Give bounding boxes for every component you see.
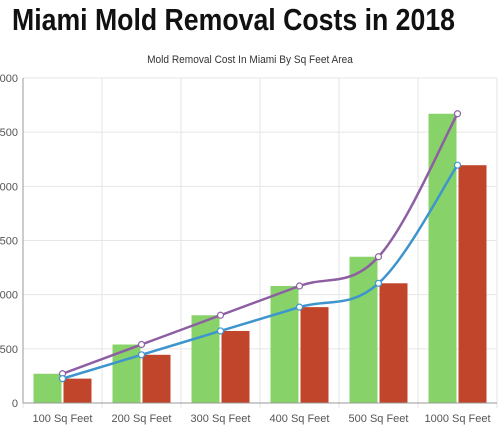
line-purple — [62, 113, 459, 375]
y-tick-label: 1000 — [0, 290, 18, 302]
point-purple-1 — [137, 340, 146, 349]
y-tick-label: 1500 — [0, 236, 18, 248]
y-tick-label: 3000 — [0, 73, 18, 85]
bar-red-3 — [300, 307, 329, 403]
bars-layer — [33, 113, 487, 403]
point-purple-4 — [374, 253, 383, 261]
bar-red-1 — [142, 354, 171, 403]
x-tick-label: 400 Sq Feet — [270, 413, 330, 425]
x-tick-label: 100 Sq Feet — [33, 413, 93, 425]
bar-red-2 — [221, 330, 250, 403]
x-tick-label: 500 Sq Feet — [349, 413, 409, 425]
x-tick-label: 200 Sq Feet — [112, 413, 172, 425]
bar-green-5 — [428, 113, 457, 403]
bar-red-4 — [379, 283, 408, 403]
bar-green-2 — [191, 315, 220, 403]
point-purple-5 — [453, 110, 462, 118]
point-blue-3 — [295, 303, 304, 311]
lines-layer — [58, 110, 462, 383]
point-purple-3 — [295, 282, 304, 290]
x-tick-label: 300 Sq Feet — [191, 413, 251, 425]
bar-green-3 — [270, 286, 299, 403]
y-tick-label: 0 — [12, 398, 18, 410]
y-tick-label: 2500 — [0, 127, 18, 139]
y-axis: 0 500 1000 1500 2000 2500 3000 — [0, 73, 24, 410]
y-tick-label: 2000 — [0, 181, 18, 193]
y-tick-label: 500 — [0, 344, 18, 356]
point-purple-2 — [216, 311, 225, 319]
page-title: Miami Mold Removal Costs in 2018 — [12, 2, 455, 37]
bar-green-0 — [33, 373, 62, 403]
bar-red-5 — [458, 165, 487, 403]
point-blue-1 — [137, 351, 146, 359]
bar-red-0 — [63, 378, 92, 403]
x-axis: 100 Sq Feet 200 Sq Feet 300 Sq Feet 400 Sq … — [23, 402, 497, 425]
grid-lines — [22, 77, 498, 408]
line-blue — [62, 164, 459, 380]
chart-title: Mold Removal Cost In Miami By Sq Feet Ar… — [147, 54, 353, 66]
point-blue-5 — [453, 161, 462, 169]
point-blue-0 — [58, 375, 67, 383]
bar-green-4 — [349, 256, 378, 403]
point-blue-4 — [374, 279, 383, 287]
x-tick-label: 1000 Sq Feet — [424, 413, 490, 425]
point-blue-2 — [216, 327, 225, 335]
